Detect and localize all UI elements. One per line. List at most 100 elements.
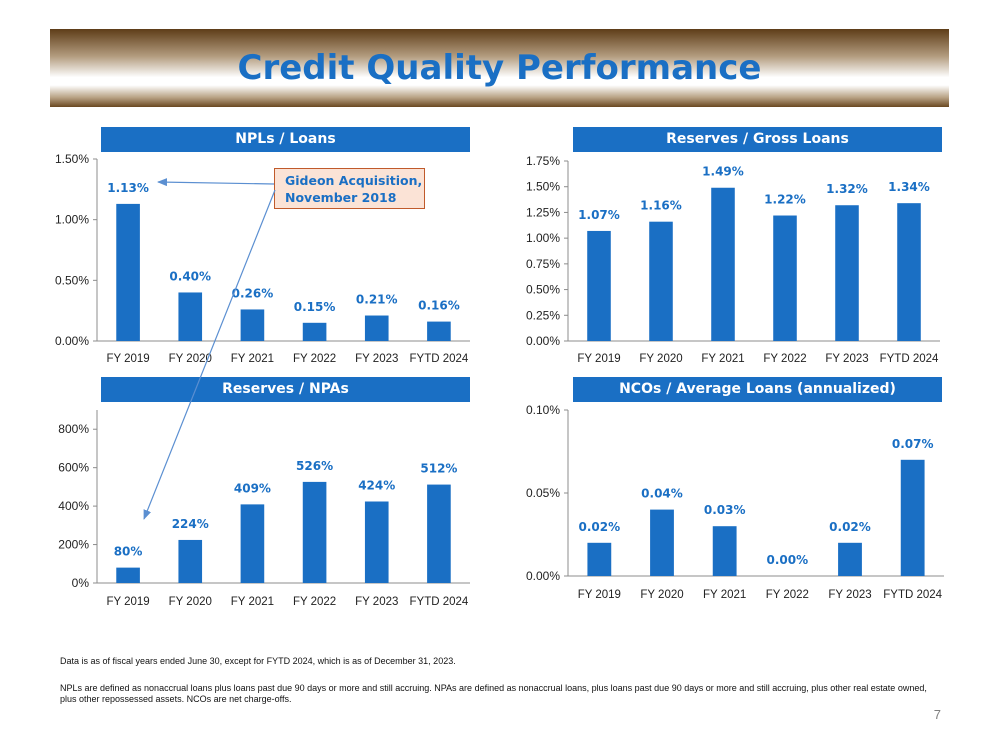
x-tick-label-npls: FY 2019 <box>106 353 149 365</box>
data-label-ncos: 0.07% <box>892 437 934 451</box>
x-tick-label-npls: FYTD 2024 <box>410 353 469 365</box>
bar-ncos <box>587 542 612 576</box>
y-tick-label-npls: 1.50% <box>55 152 89 166</box>
bar-npls <box>427 321 451 341</box>
chart-header-ncos: NCOs / Average Loans (annualized) <box>573 377 942 402</box>
bar-reserves-gross-loans <box>711 187 735 341</box>
y-tick-label-reserves-gross-loans: 1.50% <box>526 180 560 194</box>
data-label-ncos: 0.03% <box>704 503 746 517</box>
bar-npls <box>364 315 389 341</box>
y-tick-label-reserves-gross-loans: 1.00% <box>526 231 560 245</box>
data-label-reserves-gross-loans: 1.22% <box>764 193 806 207</box>
callout-line-1: Gideon Acquisition, <box>285 173 423 188</box>
x-tick-label-reserves-npas: FY 2021 <box>231 596 274 608</box>
x-tick-label-npls: FY 2020 <box>169 353 212 365</box>
y-tick-label-npls: 0.50% <box>55 273 89 287</box>
x-tick-label-npls: FY 2021 <box>231 353 274 365</box>
y-tick-label-reserves-npas: 400% <box>58 499 89 513</box>
x-tick-label-reserves-gross-loans: FY 2022 <box>763 353 806 365</box>
y-tick-label-reserves-gross-loans: 1.75% <box>526 154 560 168</box>
bar-npls <box>240 309 265 341</box>
data-label-ncos: 0.04% <box>641 487 683 501</box>
x-tick-label-npls: FY 2022 <box>293 353 336 365</box>
y-tick-label-reserves-gross-loans: 0.25% <box>526 308 560 322</box>
x-tick-label-reserves-gross-loans: FY 2019 <box>577 353 620 365</box>
data-label-reserves-npas: 526% <box>296 459 333 473</box>
y-tick-label-reserves-npas: 0% <box>72 576 90 590</box>
y-tick-label-npls: 0.00% <box>55 334 89 348</box>
x-tick-label-ncos: FY 2019 <box>578 589 621 601</box>
callout-line-2: November 2018 <box>285 190 397 205</box>
data-label-reserves-npas: 512% <box>420 462 457 476</box>
y-tick-label-ncos: 0.05% <box>526 486 560 500</box>
y-tick-label-npls: 1.00% <box>55 213 89 227</box>
x-tick-label-reserves-gross-loans: FY 2021 <box>701 353 744 365</box>
x-tick-label-reserves-npas: FY 2022 <box>293 596 336 608</box>
x-tick-label-reserves-npas: FY 2020 <box>169 596 212 608</box>
y-tick-label-reserves-gross-loans: 0.50% <box>526 283 560 297</box>
chart-header-npls: NPLs / Loans <box>101 127 470 152</box>
x-tick-label-npls: FY 2023 <box>355 353 398 365</box>
chart-header-reserves-gross-loans: Reserves / Gross Loans <box>573 127 942 152</box>
y-tick-label-ncos: 0.00% <box>526 569 560 583</box>
bar-reserves-gross-loans <box>897 203 921 341</box>
data-label-npls: 0.15% <box>294 300 336 314</box>
page-title: Credit Quality Performance <box>237 48 762 88</box>
y-tick-label-reserves-npas: 800% <box>58 422 89 436</box>
bar-reserves-npas <box>178 539 203 583</box>
data-label-reserves-npas: 224% <box>172 517 209 531</box>
bar-reserves-gross-loans <box>835 205 859 341</box>
bar-reserves-npas <box>240 504 265 583</box>
x-tick-label-reserves-npas: FYTD 2024 <box>410 596 469 608</box>
y-tick-label-reserves-gross-loans: 0.00% <box>526 334 560 348</box>
y-tick-label-reserves-gross-loans: 1.25% <box>526 205 560 219</box>
bar-ncos <box>838 542 862 576</box>
data-label-reserves-npas: 80% <box>114 545 143 559</box>
data-label-npls: 0.16% <box>418 299 460 313</box>
bar-ncos <box>900 459 925 576</box>
bar-ncos <box>712 526 737 576</box>
data-label-ncos: 0.00% <box>767 553 809 567</box>
x-tick-label-reserves-gross-loans: FY 2020 <box>639 353 682 365</box>
data-label-reserves-gross-loans: 1.34% <box>888 180 930 194</box>
data-label-reserves-gross-loans: 1.07% <box>578 208 620 222</box>
gideon-acquisition-callout: Gideon Acquisition, November 2018 <box>274 168 425 209</box>
data-label-reserves-npas: 409% <box>234 481 271 495</box>
footnote-data-date: Data is as of fiscal years ended June 30… <box>60 656 456 666</box>
bar-reserves-gross-loans <box>649 221 673 341</box>
title-banner: Credit Quality Performance <box>50 29 949 107</box>
bar-reserves-npas <box>364 501 389 583</box>
x-tick-label-ncos: FY 2023 <box>828 589 871 601</box>
data-label-npls: 1.13% <box>107 181 149 195</box>
bar-npls <box>116 203 140 341</box>
bar-reserves-npas <box>116 567 140 583</box>
y-tick-label-reserves-npas: 600% <box>58 461 89 475</box>
bar-npls <box>178 292 203 341</box>
bar-ncos <box>650 509 674 576</box>
x-tick-label-ncos: FY 2021 <box>703 589 746 601</box>
footnote-definitions: NPLs are defined as nonaccrual loans plu… <box>60 683 927 704</box>
data-label-npls: 0.26% <box>232 286 274 300</box>
bar-reserves-gross-loans <box>773 215 797 341</box>
bar-reserves-npas <box>427 484 451 583</box>
bar-npls <box>302 322 327 341</box>
data-label-reserves-gross-loans: 1.49% <box>702 165 744 179</box>
x-tick-label-reserves-gross-loans: FY 2023 <box>825 353 868 365</box>
data-label-npls: 0.21% <box>356 293 398 307</box>
x-tick-label-reserves-npas: FY 2023 <box>355 596 398 608</box>
page-number: 7 <box>933 707 941 722</box>
x-tick-label-reserves-npas: FY 2019 <box>106 596 149 608</box>
data-label-ncos: 0.02% <box>829 520 871 534</box>
bar-reserves-gross-loans <box>587 230 611 341</box>
data-label-npls: 0.40% <box>169 269 211 283</box>
x-tick-label-reserves-gross-loans: FYTD 2024 <box>880 353 939 365</box>
x-tick-label-ncos: FYTD 2024 <box>883 589 942 601</box>
bar-reserves-npas <box>302 481 327 583</box>
y-tick-label-ncos: 0.10% <box>526 403 560 417</box>
x-tick-label-ncos: FY 2022 <box>766 589 809 601</box>
data-label-ncos: 0.02% <box>579 520 621 534</box>
y-tick-label-reserves-gross-loans: 0.75% <box>526 257 560 271</box>
y-tick-label-reserves-npas: 200% <box>58 538 89 552</box>
data-label-reserves-npas: 424% <box>358 478 395 492</box>
